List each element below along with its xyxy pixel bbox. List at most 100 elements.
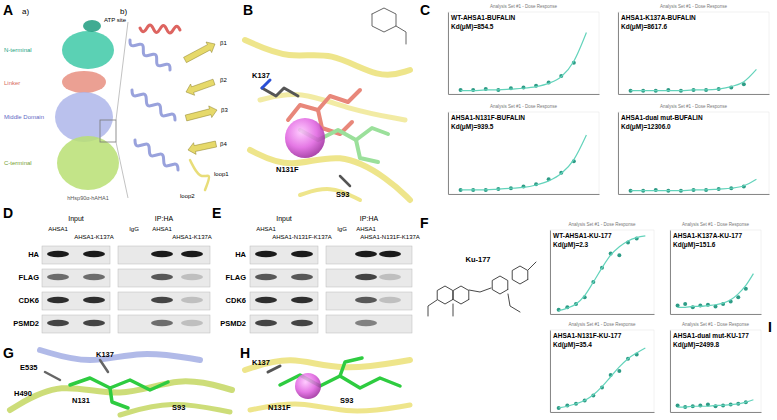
band — [379, 297, 401, 303]
y-axis — [448, 113, 449, 195]
label: ATP site — [104, 17, 127, 23]
compound-name: Ku-177 — [465, 255, 490, 264]
dose-response-chart: Analysis Set #1 - Dose ResponseAHSA1-K13… — [670, 222, 762, 315]
blot-strip — [118, 246, 210, 264]
label: β1 — [220, 40, 227, 46]
stick-model — [45, 372, 60, 380]
figure-svg: Aa)b)ATP siteN-terminalLinkerMiddle Doma… — [0, 0, 777, 420]
label: N131 — [72, 396, 90, 405]
blot-strip — [326, 246, 412, 264]
blot-strip — [326, 269, 412, 287]
domain-surface — [55, 92, 113, 142]
stick-model — [70, 378, 168, 390]
row-label: PSMD2 — [220, 319, 246, 328]
stick-model — [288, 90, 360, 120]
label: β4 — [220, 141, 227, 147]
chart-title: Analysis Set #1 - Dose Response — [568, 222, 636, 227]
band — [355, 297, 377, 303]
data-marks — [459, 33, 587, 92]
beta-strand — [185, 106, 217, 121]
band — [83, 251, 105, 257]
lane-label: IgG — [129, 226, 139, 232]
ribbon — [245, 40, 410, 75]
y-axis-line — [550, 231, 551, 315]
x-axis — [449, 194, 600, 195]
lane-label: AHSA1-K137A — [172, 234, 212, 240]
band — [47, 297, 69, 303]
data-marks — [629, 179, 757, 192]
domain-surface — [62, 71, 106, 93]
background — [0, 0, 777, 420]
fit-curve — [678, 400, 754, 407]
label: S93 — [172, 403, 185, 412]
stick-model — [396, 26, 406, 44]
stick-model — [372, 8, 396, 32]
ribbon — [250, 150, 410, 200]
data-marks — [676, 274, 754, 310]
stick-model — [340, 176, 350, 186]
chart-title: Analysis Set #1 - Dose Response — [568, 322, 636, 327]
stick-model — [100, 360, 108, 372]
x-axis-line — [449, 194, 600, 195]
panel-g: GE535K137H490N131S93 — [3, 345, 232, 415]
stick-model — [508, 294, 520, 312]
panel-f: FKu-177 — [420, 215, 536, 316]
blot-strip — [42, 246, 110, 264]
row-label: PSMD2 — [13, 319, 39, 328]
figure: Aa)b)ATP siteN-terminalLinkerMiddle Doma… — [0, 0, 777, 420]
beta-strand — [188, 141, 217, 154]
label: K137 — [252, 71, 270, 80]
chart-title: Analysis Set #1 - Dose Response — [490, 4, 558, 9]
chart-title: Analysis Set #1 - Dose Response — [660, 4, 728, 9]
blot-strip — [118, 315, 210, 333]
fit-curve — [461, 135, 587, 190]
plot-area — [670, 230, 761, 314]
band — [255, 274, 277, 280]
dose-response-chart: Analysis Set #1 - Dose ResponseAHSA1-dua… — [618, 104, 770, 195]
ribbon — [135, 140, 178, 170]
x-axis — [671, 314, 762, 315]
band — [291, 251, 313, 257]
x-axis-line — [671, 412, 762, 413]
ribbon — [40, 350, 200, 360]
x-axis — [551, 412, 655, 413]
fit-curve — [631, 179, 757, 190]
band — [379, 274, 401, 280]
band — [47, 251, 69, 257]
chart-subtitle: AHSA1-dual mut-BUFALIN — [621, 114, 703, 121]
band — [291, 297, 313, 303]
row-label: FLAG — [19, 273, 40, 282]
dose-response-chart: Analysis Set #1 - Dose ResponseWT-AHSA1-… — [448, 4, 600, 95]
stick-model — [512, 266, 528, 284]
panel-letter: G — [3, 345, 14, 361]
dose-response-chart: Analysis Set #1 - Dose ResponseAHSA1-N13… — [448, 104, 600, 195]
band — [181, 251, 203, 257]
band — [181, 274, 203, 280]
blot-strip — [42, 315, 110, 333]
surface-sphere — [285, 118, 325, 158]
y-axis — [670, 231, 671, 315]
beta-strand — [184, 42, 215, 63]
stick-model — [356, 140, 378, 162]
band — [291, 320, 313, 326]
chart-subtitle: AHSA1-K137A-KU-177 — [673, 232, 742, 239]
dose-response-chart: Analysis Set #1 - Dose ResponseWT-AHSA1-… — [550, 222, 655, 315]
group-label: IP:HA — [155, 215, 174, 222]
band — [355, 251, 377, 257]
band — [151, 297, 173, 303]
zoom-line — [116, 22, 128, 198]
western-blot: EInputIP:HAAHSA1AHSA1-N131F-K137AIgGAHSA… — [212, 205, 420, 333]
blot-strip — [118, 269, 210, 287]
beta-strand — [186, 79, 215, 95]
stick-model — [453, 286, 469, 304]
y-axis — [550, 331, 551, 413]
annotation: Kd(μM)=12306.0 — [621, 123, 671, 131]
annotation: Kd(μM)=2499.8 — [673, 341, 719, 349]
stick-model — [492, 276, 508, 294]
x-axis-line — [551, 412, 655, 413]
band — [379, 251, 401, 257]
annotation: Kd(μM)=939.5 — [451, 123, 494, 131]
data-point — [683, 302, 687, 306]
plot-area — [448, 12, 599, 94]
x-axis-line — [551, 314, 655, 315]
